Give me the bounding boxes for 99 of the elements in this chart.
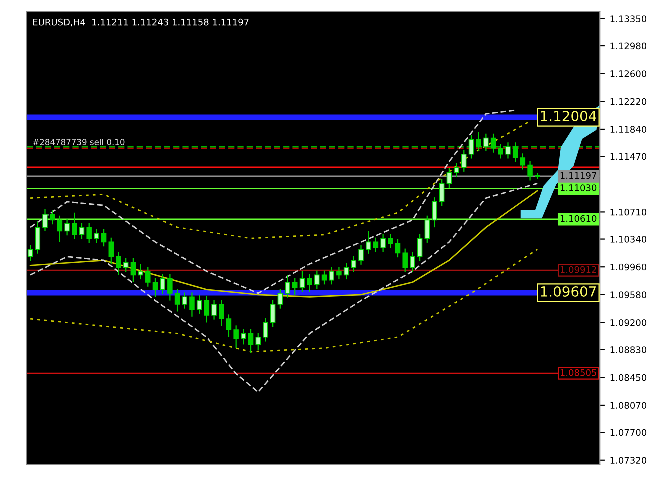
candlestick	[395, 238, 401, 258]
candlestick	[322, 270, 328, 286]
y-tick-label: 1.10340	[610, 236, 647, 243]
line-series	[30, 182, 538, 393]
ref-line-label: 1.08505	[560, 369, 596, 376]
candlestick	[417, 234, 423, 262]
y-tick-label: 1.12220	[610, 98, 647, 106]
ref-line-label: 1.11197	[560, 172, 596, 180]
candlestick	[196, 294, 202, 315]
candlestick	[64, 218, 70, 236]
candlestick	[248, 328, 254, 354]
candlestick	[366, 230, 372, 254]
candlestick	[454, 162, 460, 178]
candlestick	[182, 292, 188, 310]
candlestick	[123, 258, 129, 273]
candlestick	[219, 300, 224, 327]
candlestick	[446, 168, 452, 189]
candlestick	[424, 215, 430, 244]
candlestick	[138, 264, 144, 280]
candlestick	[94, 228, 100, 244]
candlestick	[168, 274, 173, 302]
candlestick	[101, 228, 107, 248]
y-tick-label: 1.08830	[610, 346, 647, 354]
candlestick	[380, 234, 386, 254]
candlestick	[241, 328, 246, 346]
candlestick	[520, 153, 526, 170]
candlestick	[160, 274, 166, 295]
candlestick	[476, 132, 482, 152]
line-series	[30, 110, 516, 294]
candlestick	[263, 318, 268, 342]
candlestick	[462, 149, 467, 172]
ref-line-label: 1.09607	[541, 286, 596, 297]
candlestick	[35, 221, 41, 254]
candlestick	[204, 296, 210, 324]
y-tick-label: 1.09580	[610, 292, 647, 298]
candlestick	[336, 266, 342, 280]
y-tick-label: 1.09200	[610, 319, 647, 326]
candlestick	[116, 252, 122, 276]
candlestick	[256, 332, 261, 352]
candlestick	[42, 208, 48, 232]
text: EURUSD,H4 1.11211 1.11243 1.11158 1.11197	[34, 18, 249, 27]
candlestick	[270, 300, 276, 328]
candlestick	[344, 262, 350, 280]
candlestick	[108, 237, 114, 265]
candlestick	[432, 197, 438, 228]
y-tick-label: 1.12600	[610, 70, 647, 78]
candlestick	[278, 288, 284, 310]
y-tick-label: 1.13350	[610, 16, 647, 22]
candlestick	[72, 212, 78, 240]
line-series	[30, 120, 531, 240]
y-tick-label: 1.07700	[610, 429, 647, 436]
y-tick-label: 1.09960	[610, 264, 647, 271]
candlestick	[292, 278, 298, 296]
candlestick	[307, 274, 312, 293]
candlestick	[300, 270, 306, 293]
candlestick	[498, 144, 504, 160]
ref-line-label: 1.11030	[560, 184, 597, 192]
y-tick-label: 1.07320	[610, 457, 647, 464]
ref-line-label: #284787739 sell 0.10	[33, 138, 125, 146]
candlestick	[174, 288, 180, 312]
candlestick	[314, 270, 320, 290]
ref-line-label: 1.10610	[560, 215, 597, 222]
y-tick-label: 1.10710	[610, 208, 647, 216]
candlestick	[439, 178, 445, 207]
candlestick	[329, 266, 334, 286]
candlestick	[79, 222, 85, 240]
candlestick	[358, 244, 364, 266]
candlestick	[86, 222, 92, 244]
candlestick	[285, 274, 290, 298]
line-series	[30, 248, 538, 353]
candlestick	[410, 252, 416, 273]
y-tick-label: 1.08450	[610, 374, 647, 382]
y-tick-label: 1.12980	[610, 42, 647, 50]
candlestick	[57, 215, 63, 243]
candlestick	[351, 256, 357, 273]
candlestick	[468, 134, 474, 160]
candlestick	[152, 278, 158, 298]
candlestick	[190, 292, 195, 318]
candlestick	[146, 266, 151, 288]
candlestick	[28, 244, 34, 262]
y-tick-label: 1.08070	[610, 402, 647, 410]
candlestick	[512, 142, 518, 163]
candlestick	[226, 314, 232, 338]
y-tick-label: 1.11470	[610, 153, 647, 160]
candlestick	[402, 248, 408, 273]
candlestick	[388, 234, 394, 249]
candlestick	[130, 258, 136, 284]
ref-line-label: 1.09912	[560, 266, 596, 274]
candlestick	[373, 237, 379, 254]
line-series	[30, 190, 538, 298]
candlestick	[212, 300, 217, 320]
candlestick	[234, 325, 239, 349]
candlestick	[506, 142, 511, 160]
candlestick	[490, 133, 496, 154]
y-tick-label: 1.11840	[610, 126, 647, 134]
ref-line-label: 1.12004	[541, 110, 596, 122]
candlestick	[50, 209, 56, 226]
candlestick	[528, 160, 533, 182]
candlestick	[484, 133, 489, 152]
